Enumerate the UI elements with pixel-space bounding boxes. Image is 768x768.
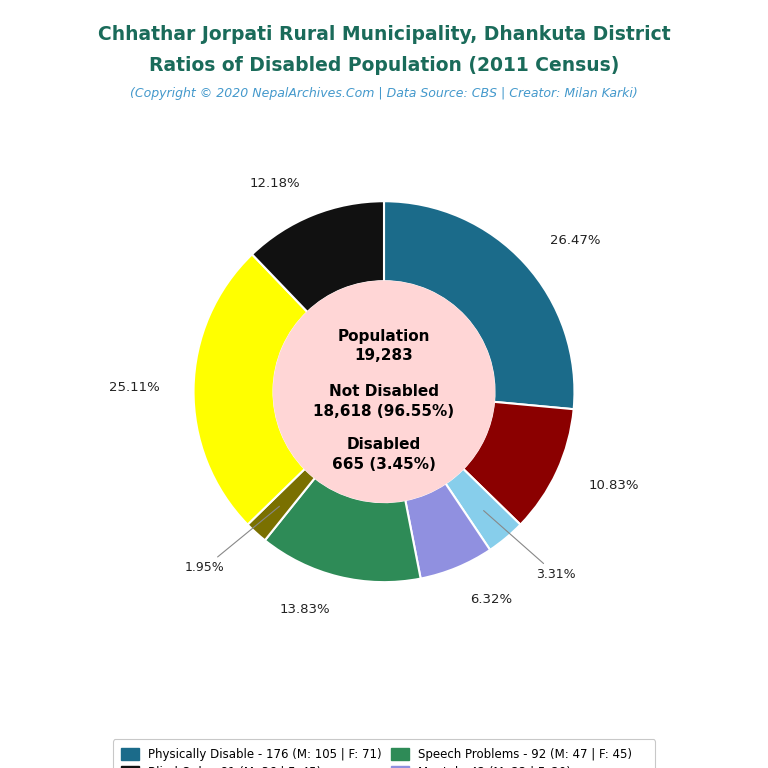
Text: 3.31%: 3.31% <box>484 511 576 581</box>
Wedge shape <box>247 468 315 541</box>
Wedge shape <box>445 468 521 550</box>
Text: Disabled
665 (3.45%): Disabled 665 (3.45%) <box>332 437 436 472</box>
Text: 6.32%: 6.32% <box>470 593 512 606</box>
Wedge shape <box>194 254 307 525</box>
Legend: Physically Disable - 176 (M: 105 | F: 71), Blind Only - 81 (M: 36 | F: 45), Deaf: Physically Disable - 176 (M: 105 | F: 71… <box>113 740 655 768</box>
Wedge shape <box>463 402 574 525</box>
Wedge shape <box>406 483 490 578</box>
Circle shape <box>273 281 495 502</box>
Wedge shape <box>384 201 574 409</box>
Text: 1.95%: 1.95% <box>184 506 280 574</box>
Text: 10.83%: 10.83% <box>588 479 638 492</box>
Text: Not Disabled
18,618 (96.55%): Not Disabled 18,618 (96.55%) <box>313 384 455 419</box>
Text: 26.47%: 26.47% <box>550 233 601 247</box>
Text: 12.18%: 12.18% <box>250 177 300 190</box>
Text: Ratios of Disabled Population (2011 Census): Ratios of Disabled Population (2011 Cens… <box>149 56 619 74</box>
Text: Chhathar Jorpati Rural Municipality, Dhankuta District: Chhathar Jorpati Rural Municipality, Dha… <box>98 25 670 44</box>
Wedge shape <box>252 201 384 312</box>
Text: 13.83%: 13.83% <box>280 604 330 617</box>
Text: (Copyright © 2020 NepalArchives.Com | Data Source: CBS | Creator: Milan Karki): (Copyright © 2020 NepalArchives.Com | Da… <box>130 88 638 100</box>
Wedge shape <box>265 478 421 582</box>
Text: 25.11%: 25.11% <box>108 382 159 395</box>
Text: Population
19,283: Population 19,283 <box>338 329 430 363</box>
